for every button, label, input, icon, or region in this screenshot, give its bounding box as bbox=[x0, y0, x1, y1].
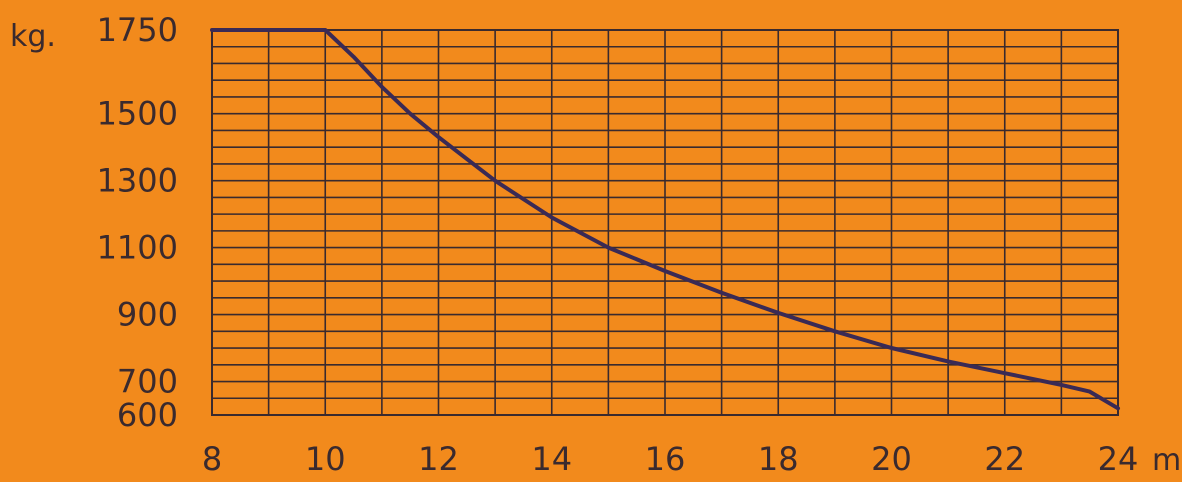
y-tick-label: 1300 bbox=[97, 162, 178, 200]
x-tick-label: 14 bbox=[531, 440, 572, 477]
x-tick-label: 16 bbox=[645, 440, 686, 477]
axes: 8 10 12 14 16 18 20 22 24 1750 1500 1300 1100 900 7006… bbox=[97, 11, 1139, 478]
x-tick-label: 10 bbox=[305, 440, 346, 477]
y-axis-label: kg. bbox=[10, 19, 56, 54]
x-axis-label: m bbox=[1152, 443, 1181, 477]
y-tick-label: 600 bbox=[117, 396, 178, 434]
y-tick-label: 700 bbox=[117, 363, 178, 401]
x-tick-label: 12 bbox=[418, 440, 459, 477]
x-tick-label: 22 bbox=[984, 440, 1025, 477]
y-tick-label: 900 bbox=[117, 296, 178, 334]
x-tick-label: 8 bbox=[202, 440, 222, 477]
y-tick-label: 1750 bbox=[97, 11, 178, 49]
series-line bbox=[210, 28, 1120, 411]
grid bbox=[211, 29, 1119, 416]
x-tick-label: 18 bbox=[758, 440, 799, 477]
y-tick-label: 1500 bbox=[97, 95, 178, 133]
plot-border bbox=[211, 29, 1119, 416]
y-tick-label: 1100 bbox=[97, 229, 178, 267]
x-tick-label: 24 bbox=[1098, 440, 1139, 477]
series-layer bbox=[210, 28, 1120, 411]
x-tick-label: 20 bbox=[871, 440, 912, 477]
